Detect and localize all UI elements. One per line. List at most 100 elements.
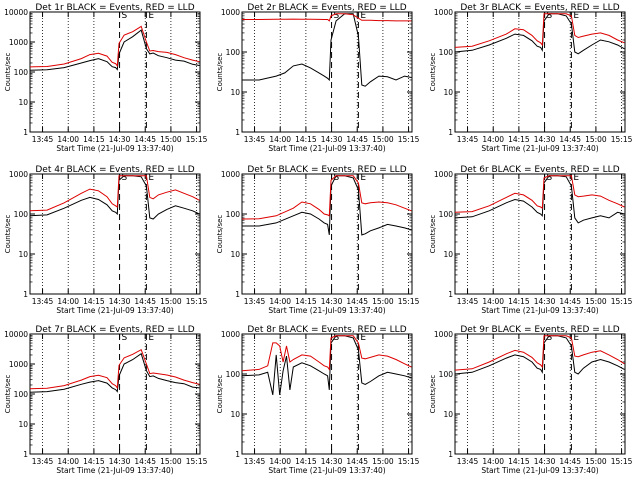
x-tick-label: 14:30 xyxy=(321,297,343,306)
y-tick-label: 1 xyxy=(448,128,453,137)
x-tick-label: 14:30 xyxy=(109,135,131,144)
x-tick-label: 14:00 xyxy=(269,297,291,306)
y-tick-label: 1000 xyxy=(221,170,240,179)
y-tick-label: 10 xyxy=(230,88,240,97)
y-tick-label: 1000 xyxy=(9,38,28,47)
series-events-line xyxy=(30,29,200,71)
end-marker-label: E xyxy=(148,333,154,343)
x-tick-label: 14:15 xyxy=(83,135,105,144)
x-tick-label: 15:00 xyxy=(160,297,182,306)
x-tick-label: 14:00 xyxy=(269,135,291,144)
y-tick-label: 10 xyxy=(18,420,28,429)
x-tick-label: 13:45 xyxy=(457,297,479,306)
series-lld-line xyxy=(455,175,625,213)
x-tick-label: 14:00 xyxy=(57,297,79,306)
x-tick-label: 13:45 xyxy=(457,135,479,144)
x-tick-label: 15:15 xyxy=(398,457,420,466)
y-tick-label: 100 xyxy=(226,210,241,219)
plot-frame xyxy=(241,11,413,133)
x-tick-label: 14:30 xyxy=(321,135,343,144)
x-tick-label: 14:30 xyxy=(109,297,131,306)
y-axis-label: Counts/sec xyxy=(429,53,437,92)
y-tick-label: 10 xyxy=(230,250,240,259)
x-tick-label: 15:15 xyxy=(186,135,208,144)
y-axis-label: Counts/sec xyxy=(429,375,437,414)
x-tick-label: 15:15 xyxy=(611,297,633,306)
x-tick-label: 14:15 xyxy=(83,297,105,306)
x-tick-label: 15:15 xyxy=(398,297,420,306)
series-events-line xyxy=(242,175,412,236)
x-tick-label: 14:30 xyxy=(321,457,343,466)
y-tick-label: 1 xyxy=(448,290,453,299)
x-axis-label: Start Time (21-Jul-09 13:37:40) xyxy=(481,466,598,475)
x-tick-label: 15:15 xyxy=(186,457,208,466)
x-tick-label: 14:00 xyxy=(57,135,79,144)
x-tick-label: 14:15 xyxy=(295,457,317,466)
x-tick-label: 13:45 xyxy=(457,457,479,466)
x-tick-label: 15:00 xyxy=(585,297,607,306)
series-events-line xyxy=(455,335,625,375)
x-tick-label: 15:15 xyxy=(398,135,420,144)
x-tick-label: 14:45 xyxy=(346,457,368,466)
series-lld-line xyxy=(242,335,412,372)
y-tick-label: 1000 xyxy=(434,8,453,17)
y-tick-label: 1 xyxy=(448,450,453,459)
x-tick-label: 14:45 xyxy=(346,297,368,306)
x-tick-label: 14:45 xyxy=(559,135,581,144)
x-tick-label: 15:00 xyxy=(372,135,394,144)
panel-title: Det 9r BLACK = Events, RED = LLD xyxy=(460,325,619,335)
x-tick-label: 13:45 xyxy=(32,135,54,144)
x-tick-label: 14:15 xyxy=(83,457,105,466)
x-tick-label: 14:15 xyxy=(295,297,317,306)
y-tick-label: 100 xyxy=(226,48,241,57)
series-events-line xyxy=(455,175,625,224)
plot-frame xyxy=(241,333,413,455)
y-tick-label: 1 xyxy=(235,290,240,299)
y-tick-label: 10 xyxy=(230,410,240,419)
series-events-line xyxy=(242,13,412,87)
series-lld-line xyxy=(30,25,200,68)
y-tick-label: 100 xyxy=(14,390,29,399)
panel-title: Det 2r BLACK = Events, RED = LLD xyxy=(247,3,406,13)
y-axis-label: Counts/sec xyxy=(4,375,12,414)
series-lld-line xyxy=(30,175,200,212)
x-axis-label: Start Time (21-Jul-09 13:37:40) xyxy=(481,144,598,153)
x-tick-label: 15:15 xyxy=(611,457,633,466)
x-tick-label: 15:15 xyxy=(611,135,633,144)
y-tick-label: 100 xyxy=(14,68,29,77)
end-marker-label: E xyxy=(148,173,154,183)
plot-frame xyxy=(241,173,413,295)
panel-title: Det 6r BLACK = Events, RED = LLD xyxy=(460,165,619,175)
series-events-line xyxy=(30,175,200,220)
x-tick-label: 14:30 xyxy=(534,457,556,466)
start-marker-label: S xyxy=(334,333,340,343)
x-tick-label: 14:00 xyxy=(269,457,291,466)
panel-title: Det 7r BLACK = Events, RED = LLD xyxy=(35,325,194,335)
series-lld-line xyxy=(242,175,412,220)
x-tick-label: 15:15 xyxy=(186,297,208,306)
y-axis-label: Counts/sec xyxy=(429,215,437,254)
x-tick-label: 14:45 xyxy=(134,457,156,466)
x-tick-label: 15:00 xyxy=(585,457,607,466)
x-axis-label: Start Time (21-Jul-09 13:37:40) xyxy=(268,144,385,153)
y-tick-label: 100 xyxy=(226,370,241,379)
x-tick-label: 15:00 xyxy=(585,135,607,144)
plot-frame xyxy=(29,333,201,455)
y-tick-label: 10 xyxy=(443,410,453,419)
end-marker-label: E xyxy=(360,333,366,343)
y-tick-label: 100 xyxy=(439,210,454,219)
panel-title: Det 1r BLACK = Events, RED = LLD xyxy=(35,3,194,13)
start-marker-label: S xyxy=(122,333,128,343)
x-tick-label: 13:45 xyxy=(244,297,266,306)
y-tick-label: 10000 xyxy=(4,8,28,17)
start-marker-label: S xyxy=(547,173,553,183)
y-tick-label: 10 xyxy=(443,88,453,97)
x-tick-label: 14:45 xyxy=(134,135,156,144)
y-tick-label: 10 xyxy=(18,250,28,259)
